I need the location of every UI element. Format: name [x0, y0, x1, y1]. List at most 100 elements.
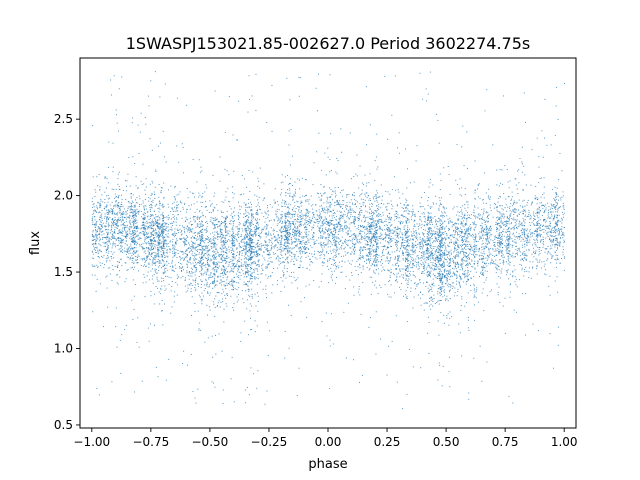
scatter-point — [499, 262, 501, 264]
scatter-point — [360, 242, 362, 244]
scatter-point — [224, 218, 226, 220]
scatter-point — [506, 252, 508, 254]
scatter-point — [551, 213, 553, 215]
scatter-point — [533, 243, 535, 245]
scatter-point — [446, 315, 448, 317]
scatter-point — [390, 271, 392, 273]
scatter-point — [519, 251, 521, 253]
scatter-point — [558, 214, 560, 216]
scatter-point — [332, 249, 334, 251]
scatter-point — [321, 208, 323, 210]
scatter-point — [417, 261, 419, 263]
scatter-point — [408, 278, 410, 280]
scatter-point — [544, 273, 546, 275]
scatter-point — [457, 239, 459, 241]
scatter-point — [148, 243, 150, 245]
scatter-point — [165, 275, 167, 277]
scatter-point — [214, 231, 216, 233]
scatter-point — [313, 242, 315, 244]
scatter-point — [347, 213, 349, 215]
scatter-point — [93, 210, 95, 212]
scatter-point — [186, 240, 188, 242]
scatter-point — [129, 237, 131, 239]
scatter-point — [166, 275, 168, 277]
scatter-point — [145, 260, 147, 262]
scatter-point — [222, 222, 224, 224]
scatter-point — [333, 191, 335, 193]
scatter-point — [430, 266, 432, 268]
scatter-point — [255, 253, 257, 255]
scatter-point — [376, 214, 378, 216]
scatter-point — [255, 234, 257, 236]
scatter-point — [140, 227, 142, 229]
scatter-point — [250, 222, 252, 224]
scatter-point — [488, 230, 490, 232]
scatter-point — [436, 221, 438, 223]
scatter-point — [180, 277, 182, 279]
scatter-point — [328, 222, 330, 224]
scatter-point — [429, 216, 431, 218]
scatter-point — [551, 255, 553, 257]
scatter-point — [474, 248, 476, 250]
scatter-point — [432, 242, 434, 244]
scatter-point — [162, 215, 164, 217]
scatter-point — [410, 216, 412, 218]
scatter-point — [370, 231, 372, 233]
scatter-point — [216, 266, 218, 268]
scatter-point — [441, 274, 443, 276]
scatter-point — [443, 237, 445, 239]
scatter-point — [401, 233, 403, 235]
scatter-point — [448, 286, 450, 288]
scatter-point — [368, 326, 370, 328]
scatter-point — [550, 254, 552, 256]
scatter-point — [192, 247, 194, 249]
scatter-point — [462, 244, 464, 246]
scatter-point — [459, 276, 461, 278]
scatter-point — [369, 232, 371, 234]
scatter-point — [222, 236, 224, 238]
scatter-point — [254, 246, 256, 248]
scatter-point — [357, 220, 359, 222]
scatter-point — [125, 210, 127, 212]
scatter-point — [522, 189, 524, 191]
scatter-point — [357, 241, 359, 243]
scatter-point — [117, 218, 119, 220]
scatter-point — [155, 256, 157, 258]
scatter-point — [325, 244, 327, 246]
scatter-point — [428, 197, 430, 199]
scatter-point — [407, 266, 409, 268]
scatter-point — [192, 271, 194, 273]
scatter-point — [512, 256, 514, 258]
scatter-point — [100, 231, 102, 233]
scatter-point — [285, 231, 287, 233]
scatter-point — [136, 242, 138, 244]
scatter-point — [298, 224, 300, 226]
scatter-point — [200, 329, 202, 331]
scatter-point — [440, 243, 442, 245]
scatter-point — [508, 187, 510, 189]
scatter-point — [149, 240, 151, 242]
scatter-point — [396, 244, 398, 246]
scatter-point — [313, 232, 315, 234]
scatter-point — [365, 240, 367, 242]
scatter-point — [155, 169, 157, 171]
scatter-point — [198, 223, 200, 225]
scatter-point — [254, 320, 256, 322]
scatter-point — [158, 237, 160, 239]
scatter-point — [350, 236, 352, 238]
scatter-point — [380, 338, 382, 340]
scatter-point — [151, 253, 153, 255]
scatter-point — [559, 207, 561, 209]
scatter-point — [440, 240, 442, 242]
scatter-point — [536, 214, 538, 216]
scatter-point — [161, 242, 163, 244]
scatter-point — [423, 263, 425, 265]
scatter-point — [559, 152, 561, 154]
scatter-point — [372, 281, 374, 283]
scatter-point — [483, 210, 485, 212]
scatter-point — [450, 275, 452, 277]
scatter-point — [521, 269, 523, 271]
scatter-point — [481, 229, 483, 231]
scatter-point — [133, 241, 135, 243]
scatter-point — [325, 209, 327, 211]
